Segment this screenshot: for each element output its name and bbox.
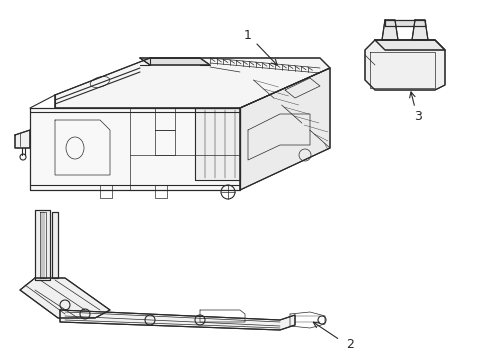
Polygon shape <box>385 20 425 26</box>
Polygon shape <box>195 108 240 180</box>
Text: 2: 2 <box>346 338 354 351</box>
Polygon shape <box>20 278 110 318</box>
Polygon shape <box>365 40 445 90</box>
Polygon shape <box>52 212 58 278</box>
Text: 1: 1 <box>244 28 252 41</box>
Polygon shape <box>30 108 240 190</box>
Polygon shape <box>55 58 330 108</box>
Polygon shape <box>15 130 30 148</box>
Polygon shape <box>375 40 445 50</box>
Polygon shape <box>240 68 330 190</box>
Text: 3: 3 <box>414 109 422 122</box>
Polygon shape <box>35 210 50 280</box>
Polygon shape <box>140 58 210 65</box>
Polygon shape <box>382 20 398 40</box>
Polygon shape <box>60 310 295 330</box>
Polygon shape <box>412 20 428 40</box>
